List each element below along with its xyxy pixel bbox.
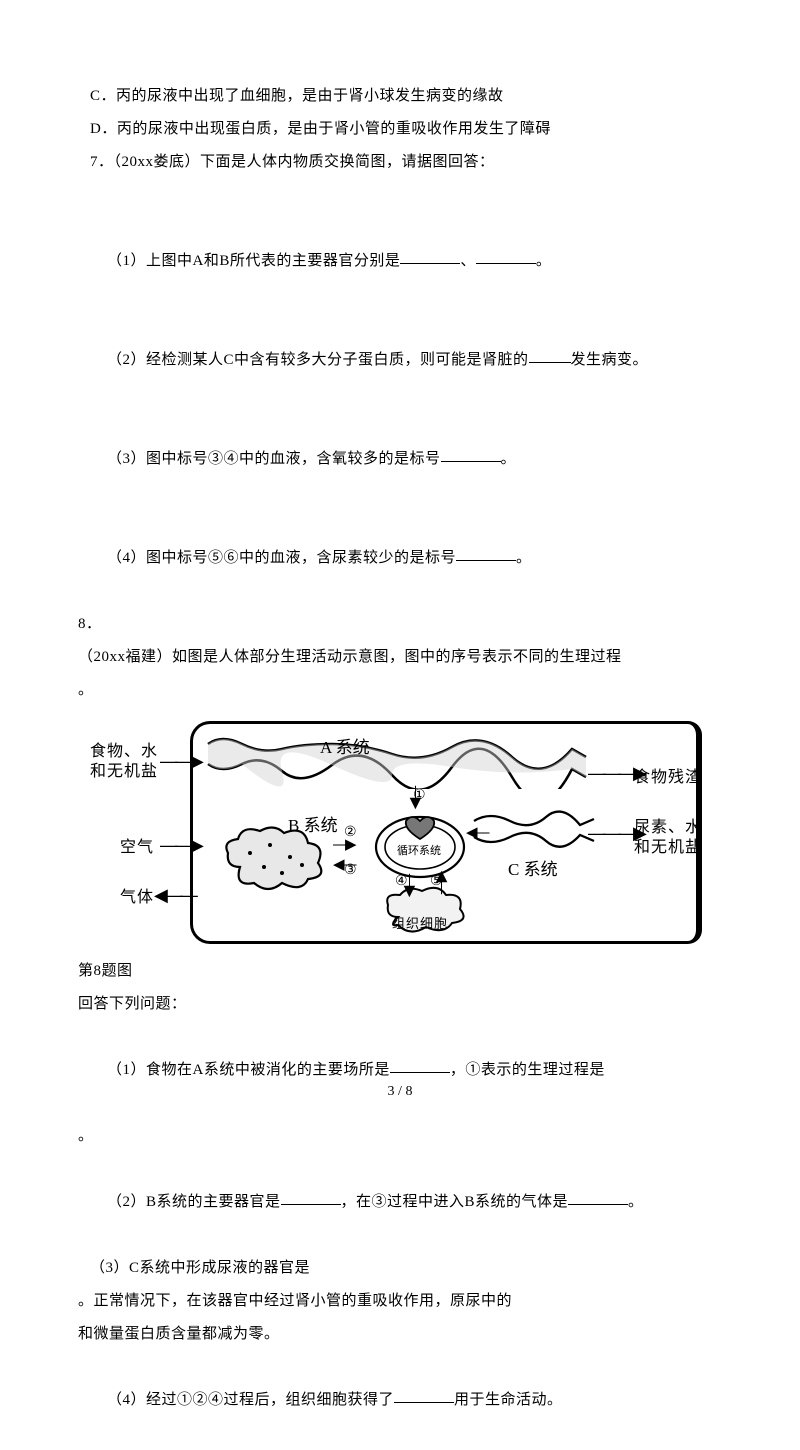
marker-2: ② [344,824,358,841]
label-residue: 食物残渣 [634,763,702,787]
q7-1-text-b: 、 [460,253,476,269]
q7-2-text-a: （2）经检测某人C中含有较多大分子蛋白质，则可能是肾脏的 [107,352,529,368]
q7-3-text-b: 。 [501,451,517,467]
arrow-icon: ———▶ [588,823,644,844]
blank-field[interactable] [529,346,571,364]
arrow-icon: ——▶ [160,751,201,772]
blank-line [90,179,710,212]
circulatory-label: 循环系统 [397,842,441,858]
a4-text-b: 用于生命活动。 [454,1392,563,1408]
tissue-label: 组织细胞 [392,913,448,932]
figure-caption: 第8题图 [78,955,710,988]
answer-3b: 。正常情况下，在该器官中经过肾小管的重吸收作用，原尿中的 [78,1285,710,1318]
answer-header: 回答下列问题： [78,988,710,1021]
question-8: 8． [78,608,710,641]
a1-text-b: ，①表示的生理过程是 [450,1062,605,1078]
page-number: 3 [388,1084,395,1099]
a1-period: 。 [78,1120,710,1153]
arrow-icon: ———▶ [588,763,644,784]
q7-1-text-a: （1）上图中A和B所代表的主要器官分别是 [107,253,400,269]
label-salts2: 和无机盐 [634,833,702,857]
a1-text-a: （1）食物在A系统中被消化的主要场所是 [107,1062,390,1078]
a2-text-b: ，在③过程中进入B系统的气体是 [341,1194,569,1210]
page-total: 8 [405,1084,412,1099]
answer-3c: 和微量蛋白质含量都减为零。 [78,1318,710,1351]
q8-intro: （20xx福建）如图是人体部分生理活动示意图，图中的序号表示不同的生理过程 [78,641,710,674]
marker-3: ③ [344,862,358,879]
blank-field[interactable] [476,247,536,265]
page: C．丙的尿液中出现了血细胞，是由于肾小球发生病变的缘故 D．丙的尿液中出现蛋白质… [0,0,800,1132]
q7-3-text-a: （3）图中标号③④中的血液，含氧较多的是标号 [107,451,441,467]
blank-field[interactable] [568,1188,628,1206]
system-b-label: B 系统 [288,811,338,836]
q7-2-text-b: 发生病变。 [571,352,649,368]
blank-field[interactable] [400,247,460,265]
label-salts: 和无机盐 [90,757,158,781]
blank-field[interactable] [456,544,516,562]
q7-part4: （4）图中标号⑤⑥中的血液，含尿素较少的是标号 。 [90,509,710,608]
q7-part2: （2）经检测某人C中含有较多大分子蛋白质，则可能是肾脏的 发生病变。 [90,311,710,410]
answer-4: （4）经过①②④过程后，组织细胞获得了 用于生命活动。 [90,1351,710,1450]
arrow-icon: ◀—— [154,885,195,906]
marker-4: ④ [395,873,409,890]
option-c: C．丙的尿液中出现了血细胞，是由于肾小球发生病变的缘故 [90,80,710,113]
marker-1: ① [413,787,427,804]
a4-text-a: （4）经过①②④过程后，组织细胞获得了 [107,1392,394,1408]
arrow-icon: ——▶ [160,835,201,856]
q7-part1: （1）上图中A和B所代表的主要器官分别是 、 。 [90,212,710,311]
a2-text-c: 。 [628,1194,644,1210]
blank-field[interactable] [441,445,501,463]
label-air: 空气 [120,833,154,857]
system-a-label: A 系统 [320,733,370,758]
figure-8: 食物、水 和无机盐 空气 气体 食物残渣 尿素、水 和无机盐 ——▶ ——▶ ◀… [90,715,710,951]
blank-field[interactable] [390,1056,450,1074]
page-footer: 3 / 8 [0,1084,800,1100]
system-c-label: C 系统 [508,855,558,880]
option-d: D．丙的尿液中出现蛋白质，是由于肾小管的重吸收作用发生了障碍 [90,113,710,146]
marker-5: ⑤ [430,873,444,890]
q8-period1: 。 [78,674,710,707]
label-gas: 气体 [120,883,154,907]
answer-1: （1）食物在A系统中被消化的主要场所是 ，①表示的生理过程是 [90,1021,710,1120]
arrow-icon: ◀— [466,823,487,841]
blank-field[interactable] [394,1386,454,1404]
a2-text-a: （2）B系统的主要器官是 [107,1194,281,1210]
answer-3a: （3）C系统中形成尿液的器官是 [90,1252,710,1285]
physiology-diagram: 食物、水 和无机盐 空气 气体 食物残渣 尿素、水 和无机盐 ——▶ ——▶ ◀… [90,715,708,951]
q7-4-text-a: （4）图中标号⑤⑥中的血液，含尿素较少的是标号 [107,550,456,566]
answer-2: （2）B系统的主要器官是 ，在③过程中进入B系统的气体是 。 [90,1153,710,1252]
q7-4-text-b: 。 [516,550,532,566]
question-7: 7．（20xx娄底）下面是人体内物质交换简图，请据图回答： [90,146,710,179]
blank-field[interactable] [281,1188,341,1206]
q7-1-text-c: 。 [536,253,552,269]
q7-part3: （3）图中标号③④中的血液，含氧较多的是标号 。 [90,410,710,509]
